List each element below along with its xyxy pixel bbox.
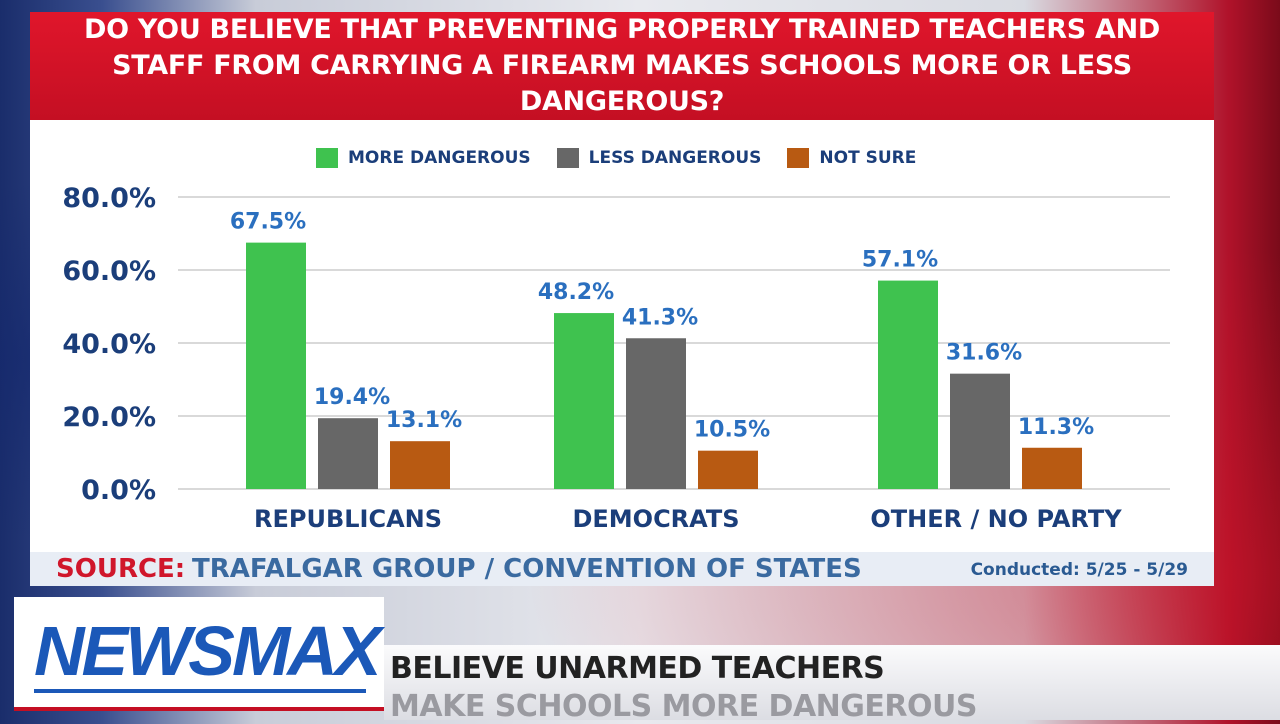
data-label: 57.1% [862, 248, 938, 273]
legend-swatch-not-sure [787, 148, 810, 168]
category-label: OTHER / NO PARTY [870, 505, 1122, 533]
data-label: 11.3% [1018, 415, 1094, 440]
bar [626, 338, 686, 489]
conducted-date: Conducted: 5/25 - 5/29 [970, 560, 1188, 580]
bar [878, 280, 938, 489]
data-label: 48.2% [538, 280, 614, 305]
bar [318, 418, 378, 489]
bar-chart: 0.0% 20.0% 40.0% 60.0% 80.0% 67.5% 19.4%13.1% R… [62, 183, 1170, 533]
data-label: 31.6% [946, 341, 1022, 366]
bar [698, 450, 758, 489]
chart-panel: DO YOU BELIEVE THAT PREVENTING PROPERLY … [30, 12, 1214, 586]
legend-label-more: MORE DANGEROUS [348, 148, 531, 168]
bar [1022, 447, 1082, 489]
category-label: DEMOCRATS [572, 505, 739, 533]
newsmax-logo: NEWSMAX [34, 612, 382, 690]
y-tick-label: 20.0% [62, 402, 156, 433]
legend-swatch-less [556, 148, 579, 168]
ticker-line-2: MAKE SCHOOLS MORE DANGEROUS [390, 689, 977, 724]
source-text: TRAFALGAR GROUP / CONVENTION OF STATES [192, 554, 862, 584]
legend-label-less: LESS DANGEROUS [588, 148, 762, 168]
legend: MORE DANGEROUS LESS DANGEROUS NOT SURE [316, 148, 916, 168]
bar [950, 373, 1010, 489]
legend-item-not-sure: NOT SURE [787, 148, 916, 168]
y-tick-label: 40.0% [62, 329, 156, 360]
y-tick-label: 80.0% [62, 183, 156, 214]
y-tick-label: 0.0% [81, 475, 156, 506]
ticker-line-1: BELIEVE UNARMED TEACHERS [390, 651, 885, 686]
chart-title: DO YOU BELIEVE THAT PREVENTING PROPERLY … [84, 14, 1160, 117]
legend-item-more: MORE DANGEROUS [316, 148, 531, 168]
bar [246, 242, 306, 489]
lower-third: BELIEVE UNARMED TEACHERS MAKE SCHOOLS MO… [384, 645, 1280, 724]
data-label: 19.4% [314, 385, 390, 410]
source-label: SOURCE: [56, 554, 186, 584]
data-label: 10.5% [694, 418, 770, 443]
title-bar: DO YOU BELIEVE THAT PREVENTING PROPERLY … [30, 12, 1214, 120]
data-label: 41.3% [622, 305, 698, 330]
data-label: 13.1% [386, 408, 462, 433]
y-tick-label: 60.0% [62, 256, 156, 287]
bar [390, 441, 450, 489]
source-bar: SOURCE: TRAFALGAR GROUP / CONVENTION OF … [30, 552, 1214, 586]
newsmax-logo-box: NEWSMAX [14, 597, 384, 711]
data-label: 67.5% [230, 210, 306, 235]
legend-item-less: LESS DANGEROUS [556, 148, 762, 168]
logo-underline [34, 689, 366, 693]
legend-swatch-more [316, 148, 338, 168]
bar [554, 313, 614, 489]
legend-label-not-sure: NOT SURE [819, 148, 917, 168]
category-label: REPUBLICANS [254, 505, 442, 533]
